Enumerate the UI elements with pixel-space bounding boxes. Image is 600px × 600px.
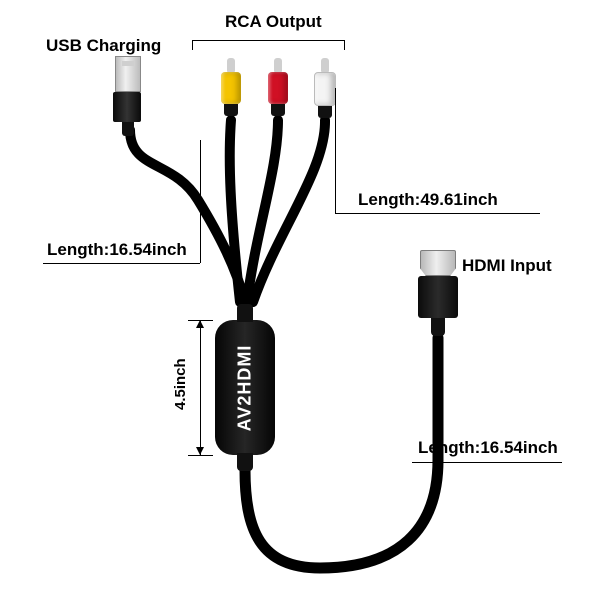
length-top-label: Length:49.61inch [358, 190, 498, 210]
converter-label: AV2HDMI [235, 344, 256, 431]
guide-toplen-v [335, 88, 336, 213]
guide-toplen-h [335, 213, 540, 214]
rca-video-connector [219, 58, 243, 116]
rca-audio-left-connector [313, 58, 337, 118]
arrow-down-icon [196, 447, 204, 455]
guide-rca-v1 [192, 40, 193, 50]
usb-connector [115, 56, 141, 136]
length-right-label: Length:16.54inch [418, 438, 558, 458]
guide-leftlen-h [43, 263, 200, 264]
converter-height-label: 4.5inch [172, 358, 189, 410]
usb-charging-label: USB Charging [46, 36, 161, 56]
arrow-up-icon [196, 320, 204, 328]
rca-audio-right-connector [266, 58, 290, 116]
hdmi-input-label: HDMI Input [462, 256, 552, 276]
cable-paths [0, 0, 600, 600]
rca-output-label: RCA Output [225, 12, 322, 32]
hdmi-connector [418, 250, 458, 336]
converter-box: AV2HDMI [215, 320, 275, 455]
guide-rightlen-h [412, 462, 562, 463]
guide-rca-h [192, 40, 344, 41]
guide-rca-v2 [344, 40, 345, 50]
guide-conv-v [200, 320, 201, 455]
guide-conv-bot [188, 455, 213, 456]
length-left-label: Length:16.54inch [47, 240, 187, 260]
guide-leftlen-v [200, 140, 201, 263]
